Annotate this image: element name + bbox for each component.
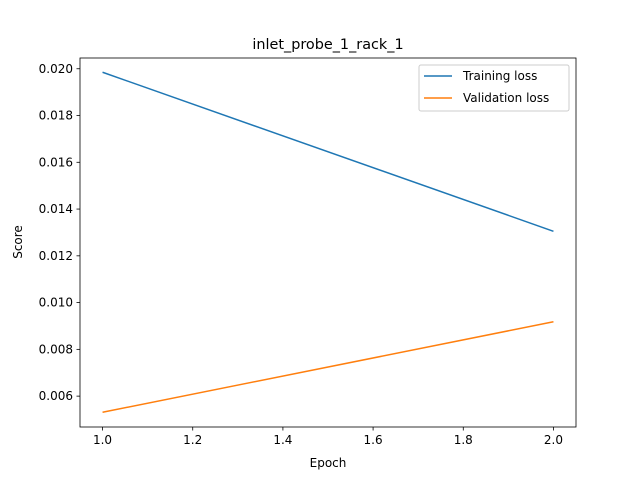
legend-label-validation: Validation loss (463, 91, 549, 105)
y-axis: 0.006 0.008 0.010 0.012 0.014 0.016 0.018 0.020 (39, 62, 80, 403)
training-loss-line (102, 71, 554, 232)
y-tick-label: 0.020 (39, 62, 73, 76)
x-tick-label: 2.0 (544, 433, 563, 447)
y-tick-label: 0.018 (39, 109, 73, 123)
series-lines (102, 71, 554, 414)
x-tick-label: 1.8 (454, 433, 473, 447)
x-axis-label: Epoch (310, 456, 347, 470)
x-tick-label: 1.4 (273, 433, 292, 447)
x-tick-label: 1.0 (93, 433, 112, 447)
y-tick-label: 0.008 (39, 342, 73, 356)
y-tick-label: 0.012 (39, 249, 73, 263)
y-tick-label: 0.006 (39, 389, 73, 403)
chart-title: inlet_probe_1_rack_1 (252, 37, 403, 53)
validation-loss-line (102, 321, 554, 414)
y-tick-label: 0.014 (39, 202, 73, 216)
y-axis-label: Score (11, 225, 25, 259)
plot-area (79, 57, 577, 428)
y-tick-label: 0.010 (39, 296, 73, 310)
x-tick-label: 1.2 (183, 433, 202, 447)
legend: Training loss Validation loss (418, 64, 570, 112)
legend-label-training: Training loss (462, 69, 537, 83)
y-tick-label: 0.016 (39, 155, 73, 169)
legend-box (418, 64, 570, 112)
x-tick-label: 1.6 (364, 433, 383, 447)
x-axis: 1.0 1.2 1.4 1.6 1.8 2.0 (93, 427, 563, 447)
